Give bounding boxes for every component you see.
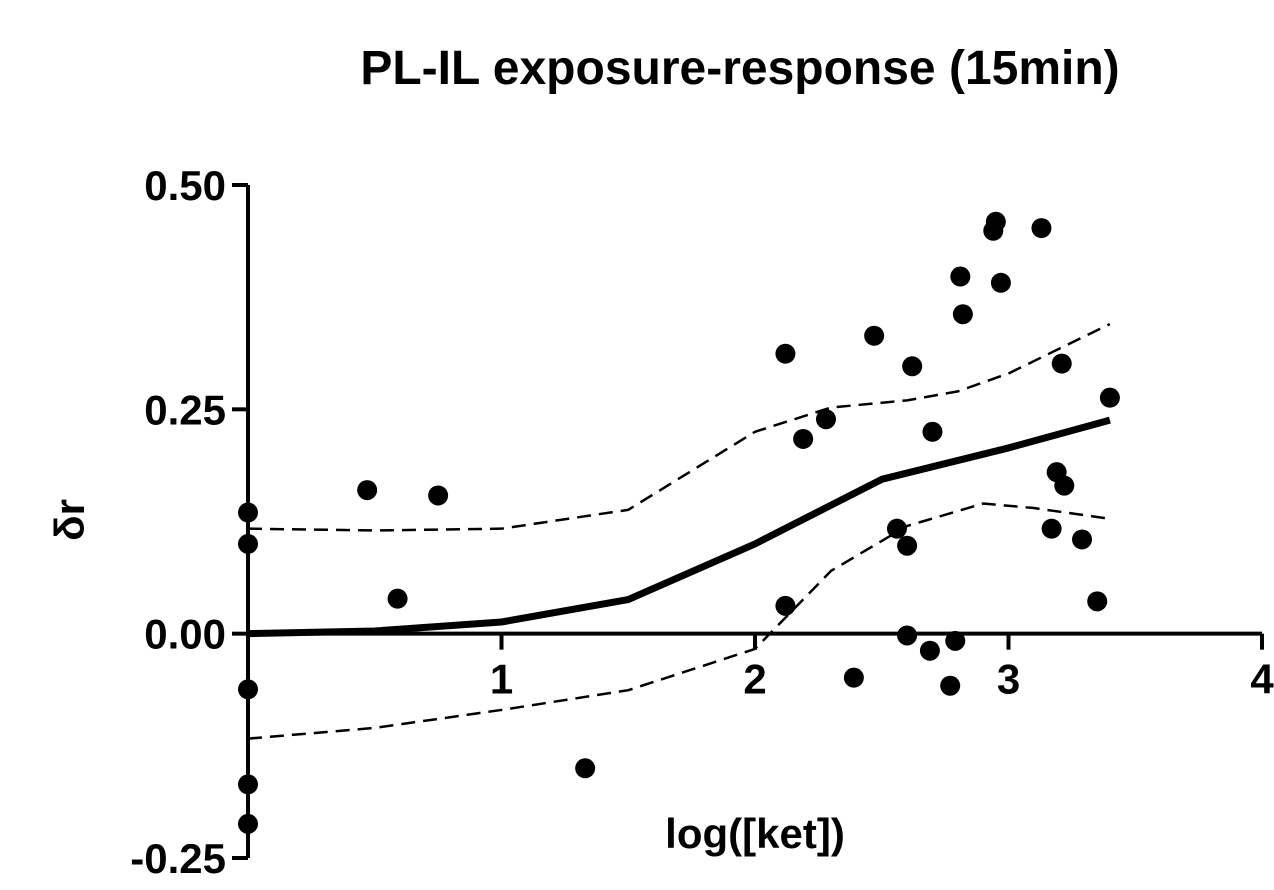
data-point	[1051, 353, 1072, 374]
data-point	[793, 428, 814, 449]
data-point	[919, 640, 940, 661]
data-point	[843, 667, 864, 688]
y-tick-label: 0.25	[144, 386, 226, 433]
data-point	[902, 356, 923, 377]
data-point	[1041, 518, 1062, 539]
data-point	[238, 502, 258, 523]
data-point	[922, 421, 943, 442]
data-point	[387, 588, 408, 609]
confidence-band	[247, 502, 1111, 740]
data-point	[238, 679, 258, 700]
confidence-band	[247, 322, 1111, 532]
data-point	[428, 485, 449, 506]
data-point	[1031, 218, 1052, 239]
x-tick-label: 4	[1250, 656, 1274, 703]
x-tick-label: 2	[743, 656, 766, 703]
data-point	[575, 758, 596, 779]
chart-title: PL-IL exposure-response (15min)	[360, 42, 1119, 95]
fit-curve	[247, 416, 1111, 638]
data-point	[238, 533, 258, 554]
data-point	[1099, 387, 1120, 408]
data-point	[940, 675, 961, 696]
data-point	[950, 266, 971, 287]
data-point	[238, 813, 258, 834]
x-tick-label: 1	[490, 656, 513, 703]
data-point	[1072, 529, 1093, 550]
y-axis-label: δr	[46, 499, 93, 541]
data-point	[945, 630, 966, 651]
data-point	[985, 211, 1006, 232]
data-point	[897, 625, 918, 646]
y-tick-label: -0.25	[130, 835, 226, 882]
data-point	[990, 272, 1011, 293]
y-tick-label: 0.50	[144, 162, 226, 209]
data-point	[886, 518, 907, 539]
data-point	[815, 409, 836, 430]
data-point	[775, 595, 796, 616]
y-tick-label: 0.00	[144, 611, 226, 658]
x-tick-label: 3	[997, 656, 1020, 703]
data-point	[897, 535, 918, 556]
x-axis-label: log([ket])	[665, 810, 845, 857]
data-point	[952, 304, 973, 325]
data-point	[238, 774, 258, 795]
data-point	[357, 480, 378, 501]
data-point	[1087, 591, 1108, 612]
data-point	[864, 325, 885, 346]
data-point	[1054, 475, 1075, 496]
data-point	[775, 343, 796, 364]
